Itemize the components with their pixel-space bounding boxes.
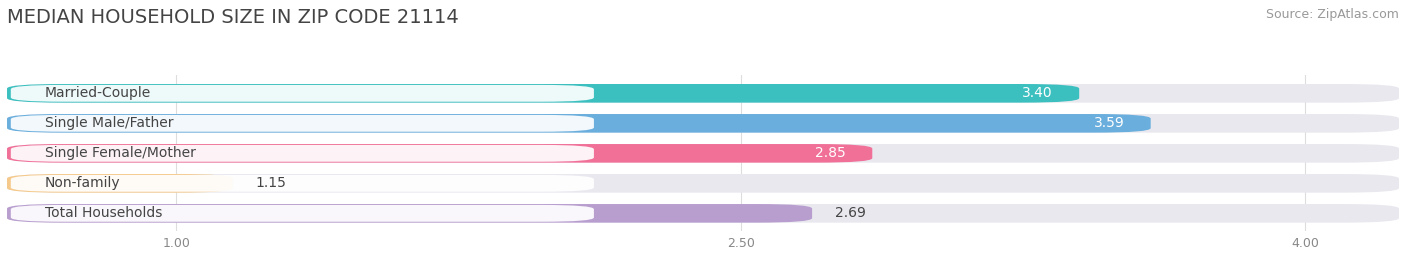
FancyBboxPatch shape [11, 145, 593, 162]
FancyBboxPatch shape [7, 174, 233, 193]
FancyBboxPatch shape [7, 84, 1399, 102]
FancyBboxPatch shape [7, 144, 1399, 163]
Text: MEDIAN HOUSEHOLD SIZE IN ZIP CODE 21114: MEDIAN HOUSEHOLD SIZE IN ZIP CODE 21114 [7, 8, 458, 27]
FancyBboxPatch shape [7, 174, 1399, 193]
Text: Single Male/Father: Single Male/Father [45, 116, 173, 130]
FancyBboxPatch shape [7, 204, 1399, 223]
Text: 2.85: 2.85 [815, 146, 846, 160]
Text: 3.40: 3.40 [1022, 86, 1053, 100]
Text: Total Households: Total Households [45, 206, 162, 220]
Text: Source: ZipAtlas.com: Source: ZipAtlas.com [1265, 8, 1399, 21]
FancyBboxPatch shape [11, 115, 593, 132]
FancyBboxPatch shape [11, 85, 593, 102]
FancyBboxPatch shape [11, 175, 593, 192]
FancyBboxPatch shape [7, 204, 813, 223]
FancyBboxPatch shape [7, 114, 1399, 133]
FancyBboxPatch shape [7, 144, 872, 163]
FancyBboxPatch shape [11, 205, 593, 222]
FancyBboxPatch shape [7, 84, 1080, 102]
FancyBboxPatch shape [7, 114, 1150, 133]
Text: Non-family: Non-family [45, 176, 121, 190]
Text: Married-Couple: Married-Couple [45, 86, 150, 100]
Text: 1.15: 1.15 [256, 176, 287, 190]
Text: 3.59: 3.59 [1094, 116, 1125, 130]
Text: Single Female/Mother: Single Female/Mother [45, 146, 195, 160]
Text: 2.69: 2.69 [835, 206, 866, 220]
